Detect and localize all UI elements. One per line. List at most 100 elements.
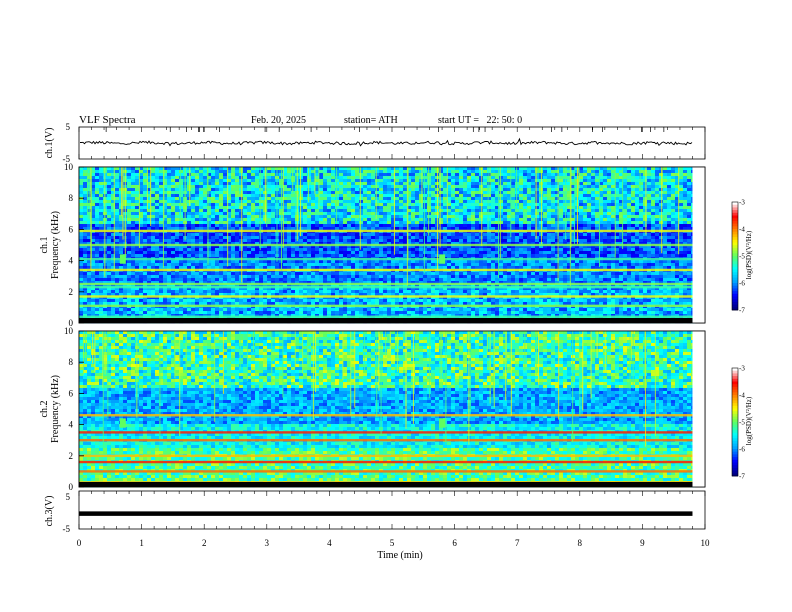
spectrogram-cell (339, 245, 344, 249)
spectrogram-cell (183, 260, 188, 264)
spectrogram-cell (231, 194, 236, 198)
spectrogram-cell (139, 200, 144, 204)
spectrogram-cell (247, 242, 252, 246)
spectrogram-cell (135, 167, 140, 171)
spectrogram-cell (391, 203, 396, 207)
spectrogram-cell (579, 254, 584, 258)
spectrogram-cell (235, 179, 240, 183)
spectrogram-cell (331, 188, 336, 192)
spectrogram-cell (83, 176, 88, 180)
spectrogram-cell (659, 221, 664, 225)
spectrogram-cell (687, 242, 692, 246)
spectrogram-cell (147, 242, 152, 246)
spectrogram-cell (635, 200, 640, 204)
spectrogram-cell (211, 179, 216, 183)
spectrogram-cell (587, 194, 592, 198)
spectrogram-cell (639, 239, 644, 243)
spectrogram-cell (251, 245, 256, 249)
spectrogram-cell (527, 209, 532, 213)
spectrogram-cell (635, 218, 640, 222)
spectrogram-cell (79, 221, 84, 225)
spectrogram-cell (215, 167, 220, 171)
spectrogram-cell (447, 209, 452, 213)
spectrogram-cell (355, 179, 360, 183)
spectrogram-cell (551, 224, 556, 228)
spectrogram-cell (627, 260, 632, 264)
spectrogram-cell (415, 248, 420, 252)
spectrogram-cell (79, 188, 84, 192)
spectrogram-cell (363, 251, 368, 255)
spectrogram-cell (431, 167, 436, 171)
spectrogram-cell (327, 191, 332, 195)
spectrogram-cell (175, 239, 180, 243)
spectrogram-cell (399, 194, 404, 198)
spectrogram-cell (115, 182, 120, 186)
spectrogram-cell (639, 212, 644, 216)
spectrogram-cell (563, 173, 568, 177)
spectrogram-cell (655, 233, 660, 237)
spectrogram-cell (423, 242, 428, 246)
spectrogram-cell (491, 185, 496, 189)
spectrogram-cell (367, 170, 372, 174)
spectrogram-cell (79, 245, 84, 249)
spectrogram-cell (463, 215, 468, 219)
spectrogram-cell (555, 176, 560, 180)
spectrogram-cell (555, 242, 560, 246)
spectrogram-cell (127, 206, 132, 210)
spectrogram-cell (271, 236, 276, 240)
spectrogram-cell (247, 251, 252, 255)
spectrogram-cell (239, 167, 244, 171)
figure-title: VLF Spectra (79, 114, 136, 126)
spectrogram-cell (87, 227, 92, 231)
spectrogram-cell (487, 221, 492, 225)
spectrogram-cell (547, 200, 552, 204)
spectrogram-cell (507, 245, 512, 249)
spectrogram-cell (607, 200, 612, 204)
spectrogram-cell (167, 260, 172, 264)
spectrogram-cell (179, 209, 184, 213)
spectrogram-cell (259, 242, 264, 246)
spectrogram-cell (467, 260, 472, 264)
spectrogram-cell (239, 185, 244, 189)
spectrogram-cell (299, 248, 304, 252)
spectrogram-cell (215, 251, 220, 255)
spectrogram-cell (131, 167, 136, 171)
spectrogram-cell (163, 200, 168, 204)
spectrogram-cell (267, 209, 272, 213)
spectrogram-cell (219, 203, 224, 207)
spectrogram-cell (171, 242, 176, 246)
spectrogram-cell (259, 185, 264, 189)
spectrogram-cell (507, 236, 512, 240)
spectrogram-cell (399, 254, 404, 258)
spectrogram-cell (243, 254, 248, 258)
spectrogram-cell (159, 209, 164, 213)
spectrogram-cell (327, 224, 332, 228)
spectrogram-cell (251, 233, 256, 237)
spectrogram-cell (91, 188, 96, 192)
spectrogram-cell (487, 260, 492, 264)
spectrogram-cell (399, 200, 404, 204)
spectrogram-cell (219, 209, 224, 213)
spectrogram-cell (323, 218, 328, 222)
spectrogram-cell (659, 245, 664, 249)
spectrogram-cell (455, 212, 460, 216)
spectrogram-cell (591, 197, 596, 201)
spectrogram-cell (231, 185, 236, 189)
spectrogram-cell (239, 170, 244, 174)
spectrogram-cell (407, 248, 412, 252)
spectrogram-cell (331, 248, 336, 252)
spectrogram-cell (291, 209, 296, 213)
spectrogram-cell (607, 203, 612, 207)
spectrogram-cell (167, 191, 172, 195)
spectrogram-cell (423, 203, 428, 207)
spectrogram-cell (335, 200, 340, 204)
spectrogram-cell (459, 185, 464, 189)
spectrogram-cell (459, 200, 464, 204)
spectrogram-cell (259, 173, 264, 177)
spectrogram-cell (651, 170, 656, 174)
spectrogram-cell (79, 227, 84, 231)
spectrogram-cell (287, 260, 292, 264)
spectrogram-cell (303, 227, 308, 231)
spectrogram-cell (387, 191, 392, 195)
spectrogram-cell (475, 236, 480, 240)
